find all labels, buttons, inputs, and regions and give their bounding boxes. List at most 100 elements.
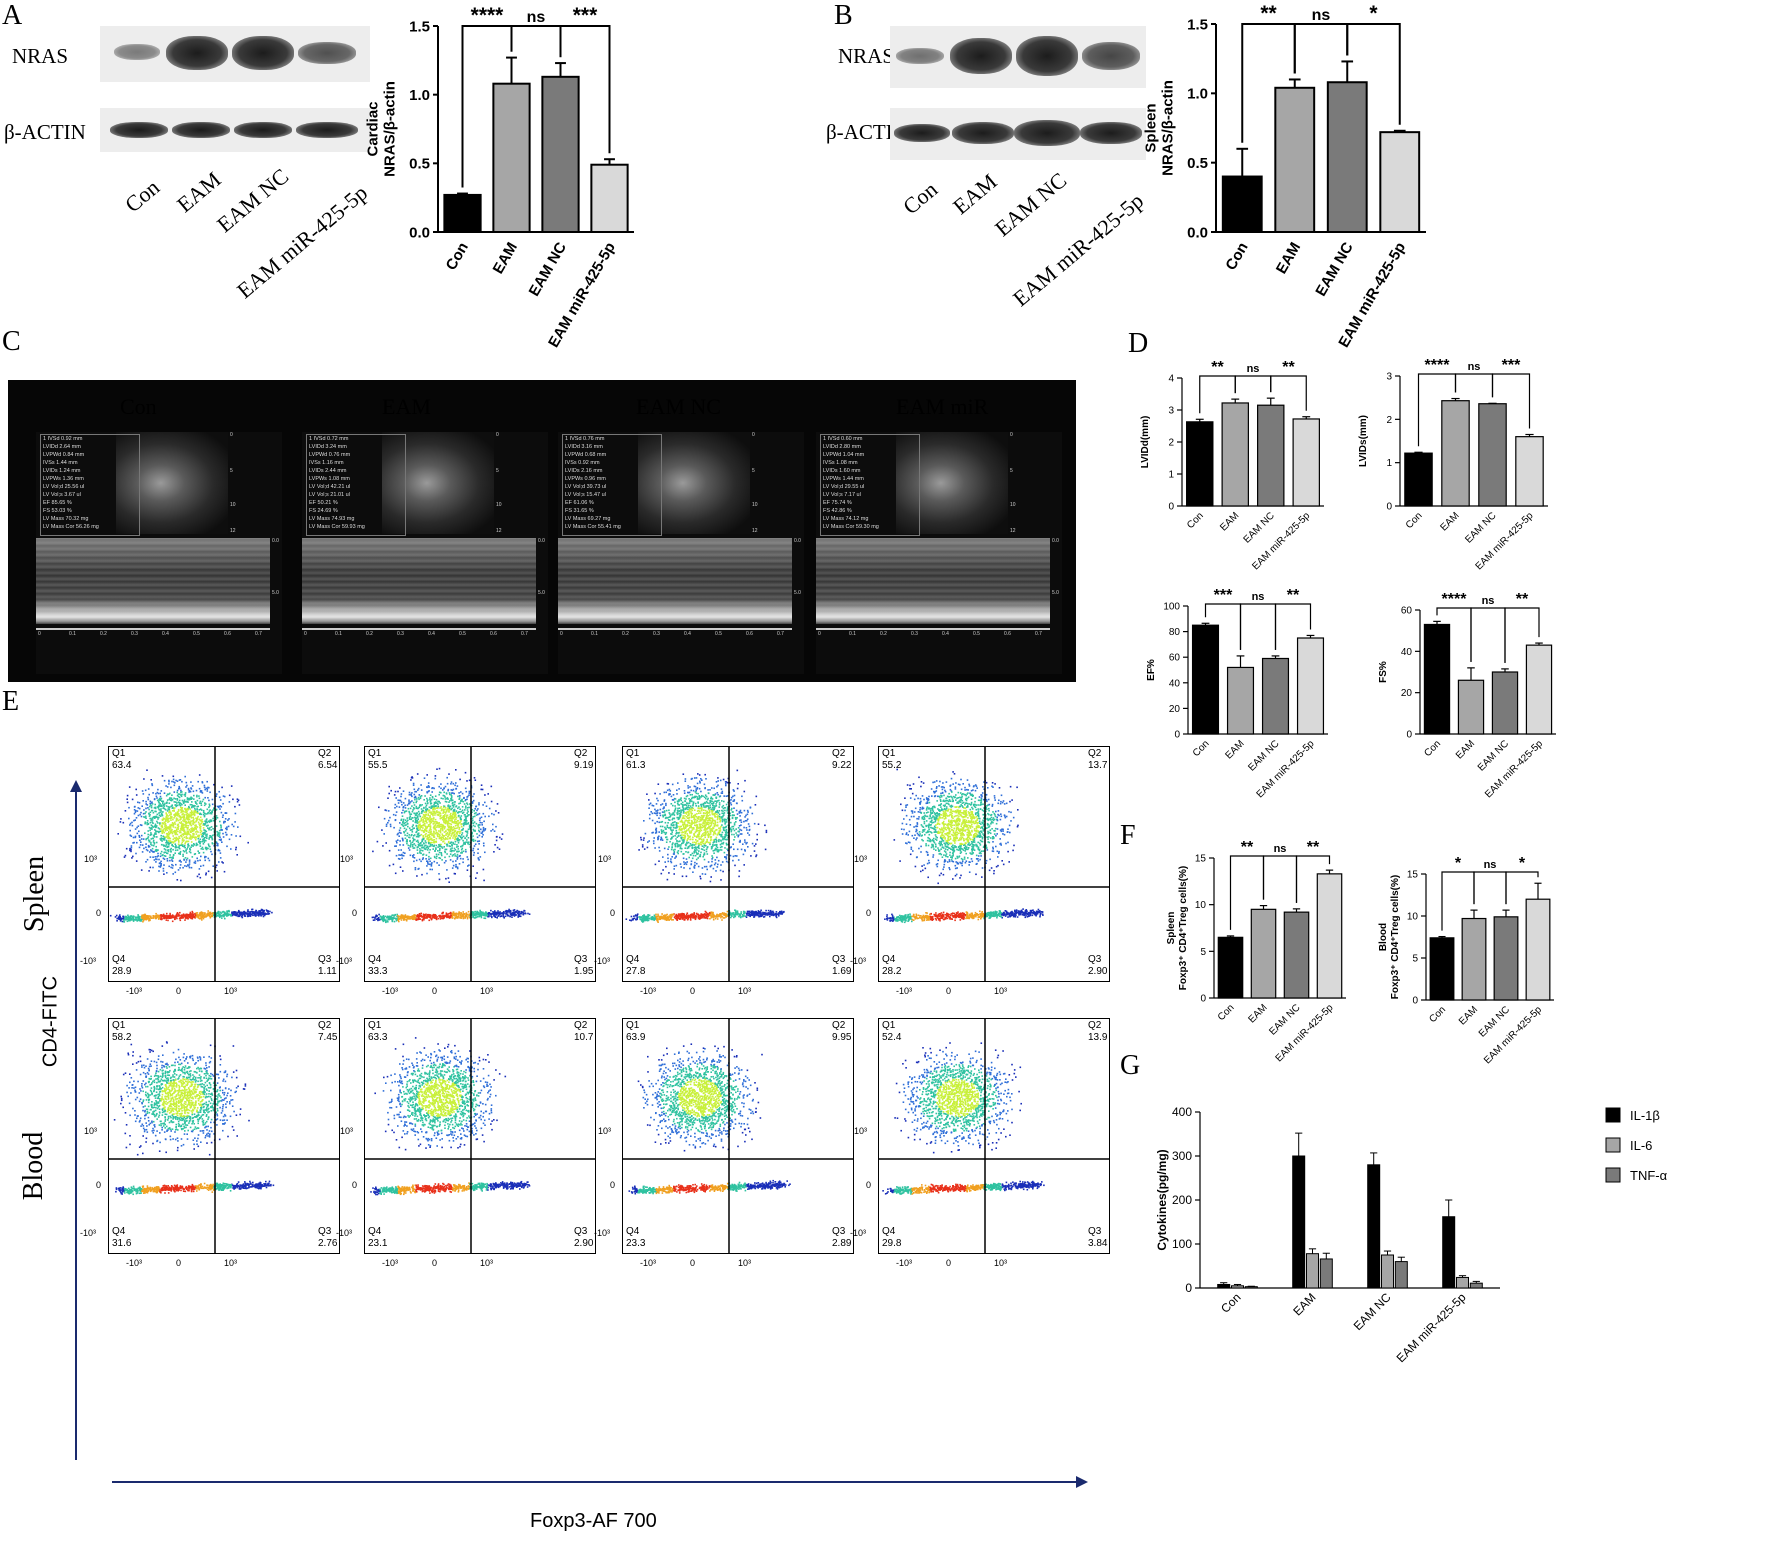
echo-measurement: 1 IVSd 0.60 mm — [823, 436, 863, 442]
echo-measurement: LV Mass 70.32 mg — [43, 516, 89, 522]
blot-a-nras-band-3 — [232, 36, 294, 70]
blot-b-lane-1: Con — [898, 176, 943, 220]
y-tick-label: 1 — [1386, 458, 1392, 469]
bar-EAM-NC — [541, 75, 580, 233]
echo-mmode-tick: 0.0 — [538, 538, 545, 544]
echo-measurement-box: 1 IVSd 0.92 mm LVIDd 2.64 mm LVPWd 0.84 mm… — [40, 434, 140, 536]
echo-time-tick: 0.3 — [397, 631, 404, 637]
echo-measurement: LV Vol;s 3.67 ul — [43, 492, 81, 498]
flow-x-tick: 10³ — [994, 986, 1008, 996]
echo-mmode-tick: 5.0 — [794, 590, 801, 596]
panel-label-g: G — [1120, 1050, 1141, 1081]
flow-x-tick: 0 — [946, 986, 952, 996]
flow-plot-spleen-3: Q1 55.2 Q2 13.7 Q3 2.90 Q4 28.2 10³ 0 -10³ -10³ 0 10³ — [850, 746, 1110, 996]
x-category-label: EAM — [490, 240, 521, 277]
echo-time-tick: 0 — [38, 631, 41, 637]
x-category-label: EAM miR-425-5p — [1335, 240, 1409, 351]
echo-time-tick: 0.4 — [684, 631, 691, 637]
flow-row-label-spleen: Spleen — [19, 855, 50, 933]
echo-measurement-box: 1 IVSd 0.72 mm LVIDd 3.24 mm LVPWd 0.76 mm… — [306, 434, 406, 536]
y-tick-label: 80 — [1169, 627, 1181, 638]
echo-measurement: LVPWs 1.36 mm — [43, 476, 84, 482]
flow-quadrant-q4: Q4 28.9 — [112, 954, 132, 977]
significance-bracket — [1441, 871, 1475, 931]
y-tick-label: 1.5 — [409, 18, 430, 35]
echo-time-axis — [558, 628, 792, 630]
significance-bracket — [1436, 607, 1472, 662]
echo-time-tick: 0.3 — [653, 631, 660, 637]
flow-quadrant-q4: Q4 33.3 — [368, 954, 388, 977]
x-category-label: EAM miR-425-5p — [1483, 738, 1545, 800]
flow-quadrant-q4: Q4 23.3 — [626, 1226, 646, 1249]
significance-label: ns — [1468, 361, 1481, 373]
echo-time-tick: 0.2 — [880, 631, 887, 637]
echo-measurement: EF 75.74 % — [823, 500, 852, 506]
echo-measurement: IVSs 1.16 mm — [309, 460, 344, 466]
echo-measurement: LV Vol;s 21.01 ul — [309, 492, 350, 498]
panel-label-e: E — [2, 686, 20, 717]
blot-a-control-label: β-ACTIN — [4, 120, 86, 144]
significance-label: ns — [1252, 591, 1265, 603]
flow-x-tick: 0 — [432, 986, 438, 996]
x-category-label: Con — [1222, 240, 1251, 274]
flow-x-tick: -10³ — [382, 1258, 399, 1268]
y-axis-label: FS% — [1378, 661, 1389, 683]
echo-mmode-tick: 5.0 — [538, 590, 545, 596]
bar-EAM-miR-425-5p — [1525, 644, 1553, 735]
significance-label: ns — [1312, 7, 1331, 24]
flow-quadrant-q3: Q3 1.95 — [574, 954, 594, 977]
significance-label: * — [1369, 2, 1378, 25]
x-category-label: Con — [1427, 1004, 1448, 1025]
echo-measurement: LV Vol;s 15.47 ul — [565, 492, 606, 498]
significance-label: ns — [527, 9, 546, 26]
panel-label-a: A — [2, 0, 23, 31]
echo-time-tick: 0.5 — [715, 631, 722, 637]
flow-quadrant-q1: Q1 52.4 — [882, 1020, 902, 1043]
y-axis-label: Blood — [1378, 923, 1389, 951]
flow-x-tick: 0 — [690, 1258, 696, 1268]
flow-quadrant-q3: Q3 1.11 — [318, 954, 337, 977]
significance-bracket — [1470, 607, 1506, 663]
flow-y-tick: -10³ — [594, 956, 611, 966]
panel-label-c: C — [2, 326, 21, 357]
x-category-label: EAM miR-425-5p — [1255, 738, 1317, 800]
bar-EAM-miR-425-5p — [1292, 418, 1320, 507]
echo-time-tick: 0.3 — [911, 631, 918, 637]
flow-quadrant-q4: Q4 28.2 — [882, 954, 902, 977]
flow-y-tick: 0 — [96, 908, 102, 918]
x-category-label: EAM — [1218, 510, 1241, 533]
blot-b-lane-2: EAM — [948, 168, 1002, 220]
flow-quadrant-q1: Q1 55.2 — [882, 748, 902, 771]
bar-EAM-miR-425-5p — [1515, 436, 1544, 507]
significance-label: *** — [1214, 587, 1233, 604]
echo-depth-tick: 5 — [496, 468, 499, 474]
legend-label: IL-6 — [1630, 1138, 1652, 1153]
x-category-label: EAM — [1290, 1290, 1318, 1318]
flow-density-dots — [365, 747, 595, 981]
bar-Con — [443, 193, 482, 233]
x-category-label: EAM — [1224, 738, 1247, 761]
echo-measurement: LV Vol;s 7.17 ul — [823, 492, 861, 498]
bar-IL-6 — [1456, 1276, 1469, 1289]
y-tick-label: 1.0 — [409, 87, 430, 104]
echo-measurement: FS 31.65 % — [565, 508, 594, 514]
y-tick-label: 3 — [1168, 406, 1174, 417]
echo-time-tick: 0.1 — [849, 631, 856, 637]
echo-measurement: IVSs 1.44 mm — [43, 460, 78, 466]
echo-measurement: LVPWs 1.44 mm — [823, 476, 864, 482]
flow-density-dots — [879, 1019, 1109, 1253]
flow-scatter — [622, 746, 854, 982]
blot-b-lane-3: EAM NC — [990, 167, 1072, 242]
flow-plot-blood-1: Q1 63.3 Q2 10.7 Q3 2.90 Q4 23.1 10³ 0 -10³ -10³ 0 10³ — [336, 1018, 596, 1268]
blot-a-lane-3: EAM NC — [212, 163, 294, 238]
echo-title-con: Con — [120, 394, 157, 419]
echo-time-tick: 0.6 — [746, 631, 753, 637]
echo-m-mode-trace — [36, 538, 270, 624]
echo-time-tick: 0.7 — [777, 631, 784, 637]
significance-bracket — [1241, 23, 1296, 143]
y-tick-label: 0 — [1185, 1281, 1192, 1295]
flow-plot-blood-2: Q1 63.9 Q2 9.95 Q3 2.89 Q4 23.3 10³ 0 -10³ -10³ 0 10³ — [594, 1018, 854, 1268]
echo-measurement: LV Mass Cor 56.26 mg — [43, 524, 99, 530]
bar-IL-1β — [1442, 1216, 1456, 1289]
echo-time-tick: 0 — [560, 631, 563, 637]
